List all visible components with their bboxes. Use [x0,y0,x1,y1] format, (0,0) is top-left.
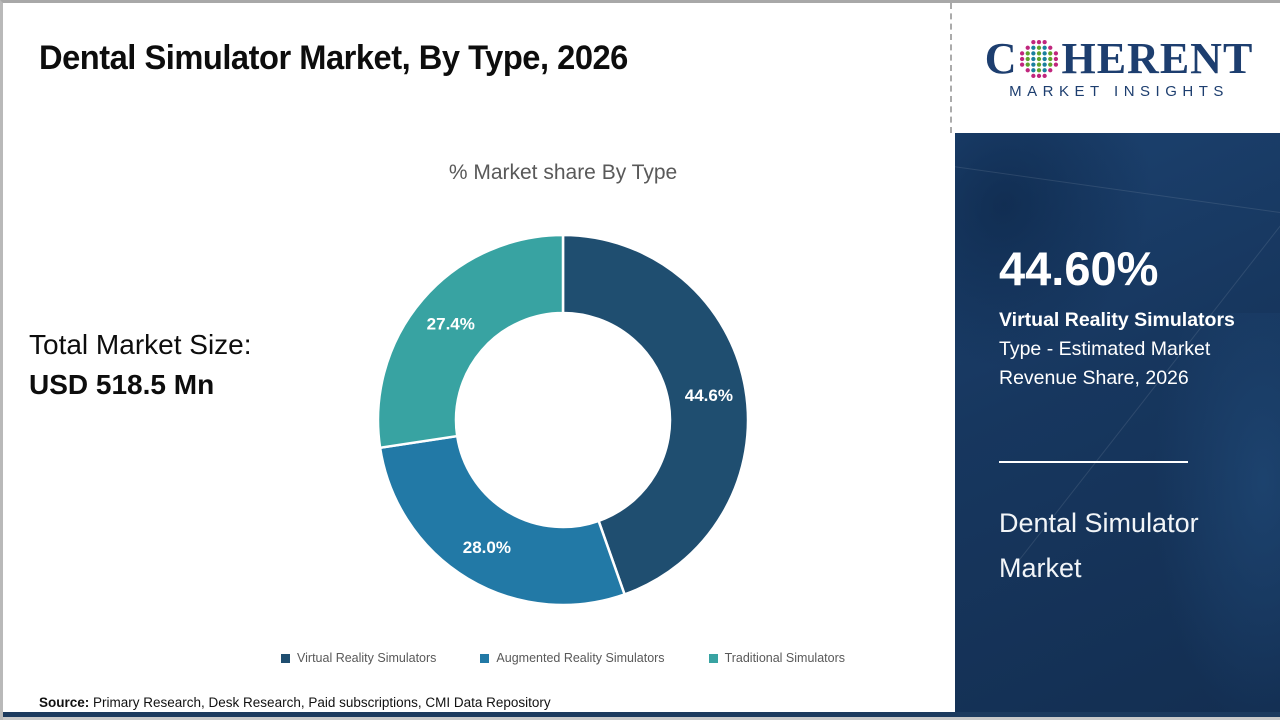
legend-marker-icon [708,653,718,663]
globe-dot [1031,50,1036,56]
globe-dot [1031,67,1036,72]
globe-dot [1026,50,1031,56]
total-market-size-block: Total Market Size: USD 518.5 Mn [29,325,252,405]
globe-dot [1054,50,1059,56]
map-gridline [955,158,1280,229]
legend-label: Virtual Reality Simulators [297,651,437,665]
globe-dot [1037,73,1042,78]
globe-dot [1037,45,1042,50]
brand-logo-subtitle: MARKET INSIGHTS [1009,82,1229,100]
globe-dot [1037,61,1042,67]
globe-dot [1037,67,1042,72]
total-market-size-value: USD 518.5 Mn [29,369,215,400]
globe-dots-icon [1020,39,1059,78]
sidebar-divider [999,461,1188,463]
donut-slice-label-3: 27.4% [427,315,475,334]
globe-dot [1042,39,1048,44]
donut-slice-1 [561,233,750,597]
globe-dot [1031,73,1036,78]
source-label: Source: [39,695,90,710]
globe-dot [1031,39,1036,44]
sidebar-report-title: Dental Simulator Market [999,508,1199,583]
highlight-stat-category: Virtual Reality Simulators [999,309,1235,331]
globe-dot [1048,50,1053,56]
globe-dot [1020,50,1025,56]
chart-area: Dental Simulator Market, By Type, 2026 %… [3,3,951,715]
globe-dot [1042,73,1048,78]
legend-label: Augmented Reality Simulators [496,651,665,665]
total-market-size-label: Total Market Size: [29,329,252,360]
legend-marker-icon [480,653,490,663]
globe-dot [1037,39,1042,44]
legend-item-2: Augmented Reality Simulators [480,651,665,665]
source-text: Primary Research, Desk Research, Paid su… [89,695,551,710]
donut-chart-svg: 44.6% 28.0% 27.4% [376,233,750,607]
chart-legend: Virtual Reality Simulators Augmented Real… [163,651,963,665]
chart-subtitle: % Market share By Type [448,161,678,184]
globe-dot [1026,61,1031,67]
donut-chart: 44.6% 28.0% 27.4% [373,230,753,610]
globe-dot [1037,56,1042,61]
brand-logo-letter-c: C [984,33,1018,83]
footer-accent-bar [3,712,1280,717]
globe-dot [1031,56,1036,61]
globe-dot [1048,56,1053,61]
donut-slice-label-2: 28.0% [463,538,511,557]
dashed-separator [950,3,952,133]
globe-dot [1042,61,1048,67]
globe-dot [1026,45,1031,50]
legend-label: Traditional Simulators [724,651,845,665]
page-title: Dental Simulator Market, By Type, 2026 [39,39,628,77]
globe-dot [1054,61,1059,67]
globe-dot [1048,67,1053,72]
globe-dot [1020,61,1025,67]
globe-dot [1020,56,1025,61]
globe-dot [1048,61,1053,67]
brand-logo: C HERENT MARKET INSIGHTS [955,3,1280,133]
globe-dot [1042,45,1048,50]
highlight-sidebar: 44.60% Virtual Reality Simulators Type -… [955,133,1280,720]
globe-dot [1042,56,1048,61]
donut-slice-label-1: 44.6% [685,386,733,405]
globe-dot [1031,61,1036,67]
globe-dot [1042,67,1048,72]
donut-slice-3 [376,233,565,450]
legend-item-1: Virtual Reality Simulators [281,651,436,665]
brand-logo-wordmark: C HERENT [984,33,1254,83]
highlight-stat-value: 44.60% [999,242,1159,295]
footer-edge-line [3,717,1280,720]
globe-dot [1042,50,1048,56]
globe-dot [1037,50,1042,56]
globe-dot [1054,56,1059,61]
brand-logo-rest: HERENT [1061,33,1254,83]
highlight-stat-desc-line1: Type - Estimated Market [999,338,1211,360]
globe-dot [1026,67,1031,72]
legend-item-3: Traditional Simulators [708,651,845,665]
source-line: Source: Primary Research, Desk Research,… [39,695,551,710]
globe-dot [1048,45,1053,50]
globe-dot [1031,45,1036,50]
highlight-stat-desc-line2: Revenue Share, 2026 [999,367,1189,389]
legend-marker-icon [281,653,291,663]
globe-dot [1026,56,1031,61]
donut-slice-2 [378,434,627,607]
